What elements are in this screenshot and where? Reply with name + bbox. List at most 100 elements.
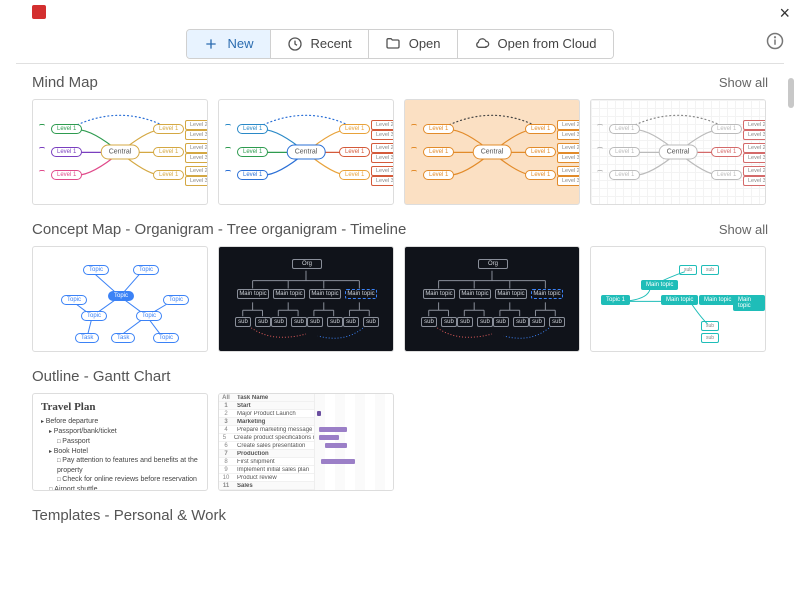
org-node: Org [478,259,508,269]
outline-item: Check for online reviews before reservat… [57,475,199,485]
org-node: sub [513,317,529,327]
template-mindmap[interactable]: CentralLevel 1Level 1Level 1Level 1Level… [404,99,580,205]
teal-sub: sub [701,265,719,275]
org-node: sub [493,317,509,327]
section-title-templates: Templates - Personal & Work [32,507,226,524]
mm-level1: Level 1 [237,170,268,180]
outline-item: Before departure [41,417,199,427]
mm-level2: Level 2 [185,166,208,176]
section-mindmap: Mind Map Show all CentralLevel 1Level 1L… [32,74,768,205]
gantt-bar [319,435,339,440]
mm-level1: Level 1 [51,170,82,180]
gantt-row: 2Major Product Launch [219,410,314,418]
gantt-row: 3Marketing [219,418,314,426]
template-timeline[interactable]: Topic 1 Main topic Main topic Main topic… [590,246,766,352]
outline-item: Passport/bank/ticket [49,427,199,437]
mm-level2: Level 2 [371,166,394,176]
org-node: sub [271,317,287,327]
mm-level3: Level 3 [185,153,208,163]
toolbar-row: New Recent Open Open from Cloud [16,24,784,64]
gantt-bar [321,459,355,464]
template-mindmap[interactable]: CentralLevel 1Level 1Level 1Level 1Level… [218,99,394,205]
mm-level3: Level 3 [185,176,208,186]
section-outline: Outline - Gantt Chart Travel PlanBefore … [32,368,768,491]
org-node: sub [307,317,323,327]
cm-node: Topic [108,291,134,301]
gantt-row: 10Product review [219,474,314,482]
gantt-row: 12Recruit sales personnel [219,490,314,491]
teal-node: Main topic [641,280,678,290]
gantt-row: 7Production [219,450,314,458]
org-node: Main topic [237,289,269,299]
folder-icon [385,36,401,52]
outline-item: Passport [57,437,199,447]
mm-level1: Level 1 [339,147,370,157]
show-all-mindmap[interactable]: Show all [719,75,768,90]
mm-level1: Level 1 [423,124,454,134]
mm-level3: Level 3 [743,176,766,186]
org-node: sub [421,317,437,327]
mm-level2: Level 2 [557,120,580,130]
mm-level2: Level 2 [743,143,766,153]
concept-card-row: Topic Topic Topic Topic Topic Topic Topi… [32,246,768,352]
mm-level1: Level 1 [51,124,82,134]
outline-item: Airport shuttle [49,485,199,491]
toolbar: New Recent Open Open from Cloud [186,29,613,59]
mm-level2: Level 2 [743,120,766,130]
open-button[interactable]: Open [369,30,458,58]
template-mindmap[interactable]: CentralLevel 1Level 1Level 1Level 1Level… [590,99,766,205]
template-outline[interactable]: Travel Plan Before departurePassport/bank… [32,393,208,491]
template-tree-organigram-dark[interactable]: OrgMain topicMain topicMain topicMain to… [404,246,580,352]
mm-level1: Level 1 [711,170,742,180]
template-gantt[interactable]: AllTask Name1Start2Major Product Launch3… [218,393,394,491]
recent-button[interactable]: Recent [271,30,369,58]
outline-title: Travel Plan [41,400,199,414]
outline-item: Book Hotel [49,447,199,457]
template-concept-map[interactable]: Topic Topic Topic Topic Topic Topic Topi… [32,246,208,352]
mm-central: Central [287,145,326,160]
mm-level2: Level 2 [371,120,394,130]
org-node: sub [457,317,473,327]
mm-central: Central [101,145,140,160]
cm-node: Task [75,333,99,343]
section-templates: Templates - Personal & Work [32,507,768,524]
org-node: sub [235,317,251,327]
template-organigram-dark[interactable]: OrgMain topicMain topicMain topicMain to… [218,246,394,352]
app-logo [32,5,46,19]
mm-level2: Level 2 [185,120,208,130]
mm-level3: Level 3 [743,130,766,140]
org-node: Main topic [309,289,341,299]
org-node: Main topic [345,289,377,299]
teal-sub: sub [701,333,719,343]
org-node: Main topic [495,289,527,299]
mm-level3: Level 3 [371,153,394,163]
mm-level1: Level 1 [711,147,742,157]
section-concept: Concept Map - Organigram - Tree organigr… [32,221,768,352]
mm-level1: Level 1 [525,170,556,180]
new-button[interactable]: New [187,30,270,58]
mm-level1: Level 1 [525,147,556,157]
recent-label: Recent [311,36,352,51]
plus-icon [203,36,219,52]
show-all-concept[interactable]: Show all [719,222,768,237]
teal-node: Main topic [661,295,698,305]
org-node: Main topic [273,289,305,299]
cloud-icon [474,36,490,52]
gantt-row: 4Prepare marketing message [219,426,314,434]
section-title-mindmap: Mind Map [32,74,98,91]
org-node: sub [363,317,379,327]
section-title-concept: Concept Map - Organigram - Tree organigr… [32,221,406,238]
teal-sub: sub [701,321,719,331]
gantt-bar [317,411,321,416]
info-icon[interactable] [766,32,784,50]
open-cloud-button[interactable]: Open from Cloud [458,30,613,58]
mm-level1: Level 1 [609,170,640,180]
mindmap-card-row: CentralLevel 1Level 1Level 1Level 1Level… [32,99,768,205]
org-node: Main topic [531,289,563,299]
mm-level2: Level 2 [557,166,580,176]
cm-node: Topic [133,265,159,275]
template-mindmap[interactable]: CentralLevel 1Level 1Level 1Level 1Level… [32,99,208,205]
clock-icon [287,36,303,52]
mm-level3: Level 3 [557,176,580,186]
close-icon[interactable]: × [779,4,790,22]
